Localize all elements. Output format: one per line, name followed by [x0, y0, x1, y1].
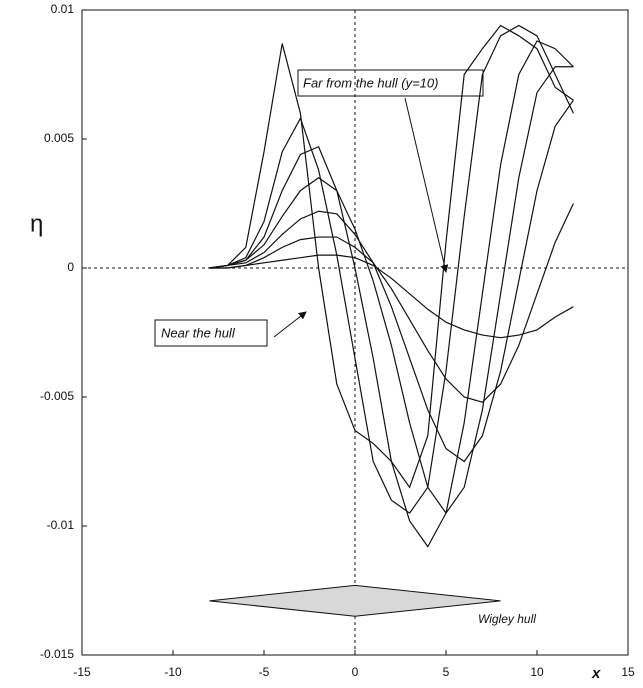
annotation-box	[297, 69, 484, 97]
y-tick-label: -0.015	[40, 647, 74, 661]
x-axis-label: x	[591, 665, 601, 682]
wave-profile	[209, 203, 574, 403]
wave-profile	[209, 99, 574, 463]
y-tick-label: 0.01	[51, 2, 75, 16]
annotation: Far from the hull (y=10)	[303, 75, 438, 90]
annotation-arrow	[404, 97, 449, 273]
x-tick-label: 5	[443, 665, 450, 679]
wave-profile	[209, 40, 574, 548]
x-tick-label: -15	[73, 665, 91, 679]
wave-profile	[209, 66, 574, 515]
hull	[209, 584, 501, 617]
x-tick-label: 15	[621, 665, 635, 679]
annotation-box	[154, 319, 268, 347]
x-tick-label: -5	[259, 665, 270, 679]
y-tick-label: 0	[67, 260, 74, 274]
hull-label: Wigley hull	[478, 612, 536, 626]
annotation: Near the hull	[161, 325, 236, 340]
y-tick-label: -0.005	[40, 389, 74, 403]
wave-profile	[209, 24, 574, 514]
annotation-arrow	[273, 311, 307, 338]
x-tick-label: -10	[164, 665, 182, 679]
y-tick-label: 0.005	[44, 131, 74, 145]
y-tick-label: -0.01	[47, 518, 75, 532]
y-axis-label: η	[30, 210, 43, 237]
x-tick-label: 10	[530, 665, 544, 679]
wave-profile	[209, 254, 574, 339]
x-tick-label: 0	[352, 665, 359, 679]
